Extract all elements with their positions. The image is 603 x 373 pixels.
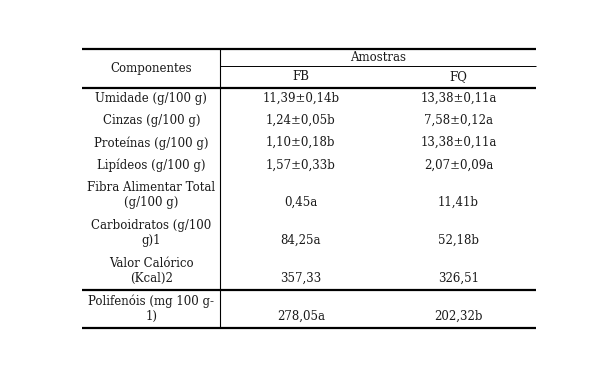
Text: 1,24±0,05b: 1,24±0,05b: [266, 114, 336, 127]
Text: 326,51: 326,51: [438, 272, 479, 285]
Text: Umidade (g/100 g): Umidade (g/100 g): [95, 92, 207, 105]
Text: 52,18b: 52,18b: [438, 234, 479, 247]
Text: 1,10±0,18b: 1,10±0,18b: [266, 136, 336, 149]
Text: FQ: FQ: [450, 70, 467, 83]
Text: 1,57±0,33b: 1,57±0,33b: [266, 158, 336, 171]
Text: 13,38±0,11a: 13,38±0,11a: [420, 92, 497, 105]
Text: 7,58±0,12a: 7,58±0,12a: [424, 114, 493, 127]
Text: Lipídeos (g/100 g): Lipídeos (g/100 g): [97, 158, 206, 172]
Text: 0,45a: 0,45a: [284, 196, 318, 209]
Text: 202,32b: 202,32b: [434, 310, 483, 323]
Text: Fibra Alimentar Total
(g/100 g): Fibra Alimentar Total (g/100 g): [87, 181, 215, 209]
Text: 11,39±0,14b: 11,39±0,14b: [262, 92, 339, 105]
Text: Carboidratos (g/100
g)1: Carboidratos (g/100 g)1: [91, 219, 212, 247]
Text: Cinzas (g/100 g): Cinzas (g/100 g): [103, 114, 200, 127]
Text: 2,07±0,09a: 2,07±0,09a: [424, 158, 493, 171]
Text: 11,41b: 11,41b: [438, 196, 479, 209]
Text: Polifenóis (mg 100 g-
1): Polifenóis (mg 100 g- 1): [88, 294, 214, 323]
Text: 84,25a: 84,25a: [280, 234, 321, 247]
Text: FB: FB: [292, 70, 309, 83]
Text: 13,38±0,11a: 13,38±0,11a: [420, 136, 497, 149]
Text: 357,33: 357,33: [280, 272, 321, 285]
Text: Componentes: Componentes: [110, 62, 192, 75]
Text: Valor Calórico
(Kcal)2: Valor Calórico (Kcal)2: [109, 257, 194, 285]
Text: Proteínas (g/100 g): Proteínas (g/100 g): [94, 136, 209, 150]
Text: Amostras: Amostras: [350, 51, 406, 64]
Text: 278,05a: 278,05a: [277, 310, 325, 323]
